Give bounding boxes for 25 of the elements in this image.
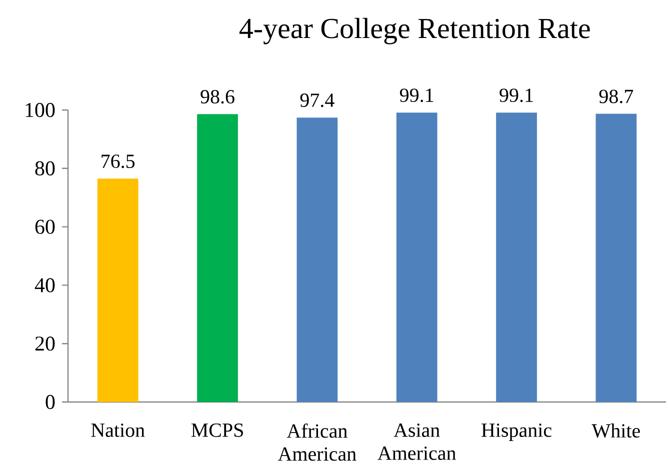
data-label: 98.6 — [200, 90, 234, 104]
y-tick-label: 100 — [26, 102, 55, 118]
bar — [296, 118, 338, 402]
x-tick-label: Nation — [91, 424, 145, 437]
y-tick-label: 60 — [35, 220, 55, 234]
x-tick-label: White — [592, 424, 640, 438]
x-tick-label: African American — [278, 424, 356, 461]
data-label: 99.1 — [400, 88, 434, 102]
x-tick-label: Hispanic — [482, 424, 552, 442]
data-label: 98.7 — [599, 90, 634, 104]
x-tick-label: MCPS — [191, 424, 243, 437]
bar — [197, 114, 238, 402]
bar — [496, 112, 537, 402]
data-label: 76.5 — [102, 154, 135, 168]
data-label: 99.1 — [500, 88, 533, 102]
y-tick-label: 80 — [35, 161, 55, 176]
bar — [97, 178, 138, 402]
data-label: 97.4 — [300, 94, 334, 108]
y-tick-label: 20 — [35, 336, 55, 351]
y-tick-label: 40 — [34, 278, 55, 292]
y-tick-label: 0 — [46, 394, 55, 410]
x-tick-label: Asian American — [378, 424, 456, 460]
chart-title: 4-year College Retention Rate — [239, 18, 590, 44]
bar — [396, 112, 438, 402]
bar — [596, 114, 637, 402]
